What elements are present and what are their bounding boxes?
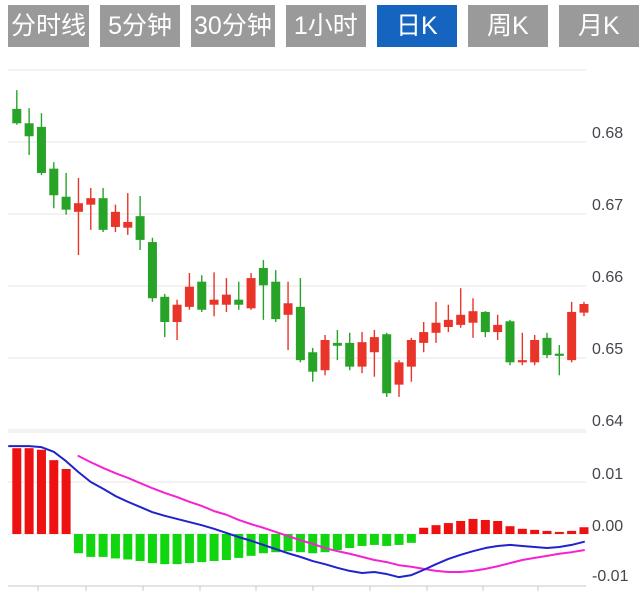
price-axis-label: 0.64 bbox=[592, 413, 624, 430]
dif-line bbox=[8, 445, 585, 579]
macd-axis-label: 0.00 bbox=[592, 518, 624, 535]
price-gridlines bbox=[8, 69, 586, 431]
tab-monthly-k[interactable]: 月K bbox=[558, 5, 639, 47]
tab-1hour[interactable]: 1小时 bbox=[285, 5, 366, 47]
interval-tabbar: 分时线 5分钟 30分钟 1小时 日K 周K 月K bbox=[8, 5, 639, 47]
price-axis-label: 0.66 bbox=[592, 269, 624, 286]
tab-30min[interactable]: 30分钟 bbox=[191, 5, 275, 47]
price-axis-label: 0.68 bbox=[592, 125, 624, 142]
macd-histogram bbox=[12, 448, 589, 565]
x-axis bbox=[8, 585, 586, 591]
tab-5min[interactable]: 5分钟 bbox=[100, 5, 181, 47]
price-axis-label: 0.65 bbox=[592, 341, 624, 358]
dea-line bbox=[77, 455, 585, 573]
tab-weekly-k[interactable]: 周K bbox=[467, 5, 548, 47]
candlesticks bbox=[12, 90, 589, 397]
tab-time-line[interactable]: 分时线 bbox=[8, 5, 90, 47]
price-axis-label: 0.67 bbox=[592, 197, 624, 214]
macd-gridlines bbox=[8, 431, 586, 535]
tab-daily-k[interactable]: 日K bbox=[376, 5, 457, 47]
macd-axis-label: -0.01 bbox=[592, 568, 629, 585]
macd-axis-label: 0.01 bbox=[592, 466, 624, 483]
